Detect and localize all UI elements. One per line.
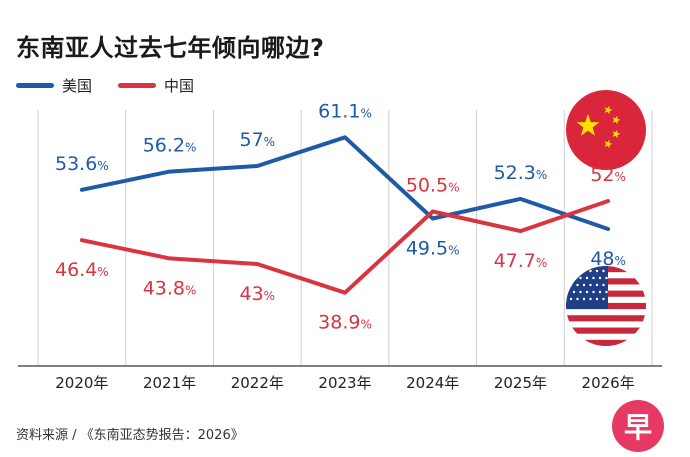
x-tick-label: 2020年 [55, 374, 108, 392]
x-tick-label: 2025年 [494, 374, 547, 392]
usa-flag-star [579, 276, 582, 280]
data-label: 57% [239, 129, 275, 151]
usa-flag-star [605, 276, 608, 280]
usa-flag-star [572, 276, 576, 280]
x-tick-label: 2023年 [318, 374, 371, 392]
china-flag-small-star [612, 129, 621, 139]
usa-flag-star [582, 283, 586, 287]
data-label: 43% [239, 283, 275, 305]
legend-label-china: 中国 [164, 76, 195, 95]
source-note: 资料来源 / 《东南亚态势报告：2026》 [16, 428, 244, 443]
data-label: 52.3% [494, 162, 548, 184]
usa-flag-canton [566, 266, 608, 310]
china-flag-small-star [604, 139, 613, 149]
usa-flag-star [595, 283, 599, 287]
usa-flag-star [589, 283, 592, 287]
usa-flag-star [576, 297, 579, 301]
usa-flag-star [572, 290, 576, 294]
data-label: 46.4% [55, 259, 109, 281]
data-label: 49.5% [406, 238, 460, 260]
data-label: 52% [590, 164, 626, 186]
usa-flag-star [569, 269, 573, 273]
usa-flag-star [569, 283, 573, 287]
china-flag-small-star [612, 115, 621, 125]
usa-flag-star [602, 283, 605, 287]
usa-flag-star [602, 269, 605, 273]
data-label: 53.6% [55, 153, 109, 175]
legend-item-china: 中国 [118, 75, 194, 96]
china-flag-field [566, 90, 646, 170]
usa-flag-stripe [566, 339, 646, 346]
usa-flag-star [595, 269, 599, 273]
usa-flag-star [595, 297, 599, 301]
data-label: 47.7% [494, 250, 548, 272]
data-label: 61.1% [318, 100, 372, 122]
usa-flag-star [585, 276, 589, 280]
china-flag-small-star [604, 105, 613, 115]
data-label: 43.8% [143, 277, 197, 299]
legend-swatch-us [16, 82, 54, 88]
legend: 美国 中国 [16, 74, 220, 96]
legend-label-us: 美国 [62, 76, 93, 95]
legend-swatch-china [118, 82, 157, 88]
usa-flag-star [602, 297, 605, 301]
legend-item-us: 美国 [16, 75, 92, 96]
x-tick-label: 2021年 [143, 374, 196, 392]
x-axis: 2020年 2021年 2022年 2023年 2024年 2025年 2026年 [55, 374, 634, 392]
publisher-logo: 早 [612, 400, 664, 452]
usa-flag-star [576, 283, 579, 287]
usa-flag-star [598, 290, 602, 294]
data-label: 56.2% [143, 135, 197, 157]
usa-flag-star [589, 297, 592, 301]
usa-flag-star [589, 269, 592, 273]
data-label: 38.9% [318, 312, 372, 334]
usa-flag-star [582, 297, 586, 301]
data-label: 50.5% [406, 175, 460, 197]
x-tick-label: 2022年 [231, 374, 284, 392]
usa-flag-stripe [566, 327, 646, 334]
usa-flag-star [576, 269, 579, 273]
series-line-china [79, 199, 611, 295]
x-tick-label: 2024年 [406, 374, 459, 392]
usa-flag-star [569, 297, 573, 301]
usa-flag-star [585, 290, 589, 294]
usa-flag-star [598, 276, 602, 280]
usa-flag-icon [566, 266, 646, 346]
data-label: 48% [590, 248, 626, 270]
china-flag-icon [566, 90, 646, 170]
line-layer [79, 135, 611, 295]
usa-flag-star [592, 290, 595, 294]
chart-title: 东南亚人过去七年倾向哪边? [16, 34, 325, 62]
usa-flag-stripe [566, 315, 646, 322]
usa-flag-star [592, 276, 595, 280]
usa-flag-star [579, 290, 582, 294]
flag-layer [566, 90, 646, 346]
china-flag-big-star [576, 114, 600, 136]
label-layer: 53.6% 56.2% 57% 61.1% 49.5% 52.3% 48% 46.4% 43.8… [55, 100, 626, 333]
series-line-us [79, 135, 611, 231]
x-tick-label: 2026年 [582, 374, 635, 392]
usa-flag-star [605, 290, 608, 294]
usa-flag-star [582, 269, 586, 273]
